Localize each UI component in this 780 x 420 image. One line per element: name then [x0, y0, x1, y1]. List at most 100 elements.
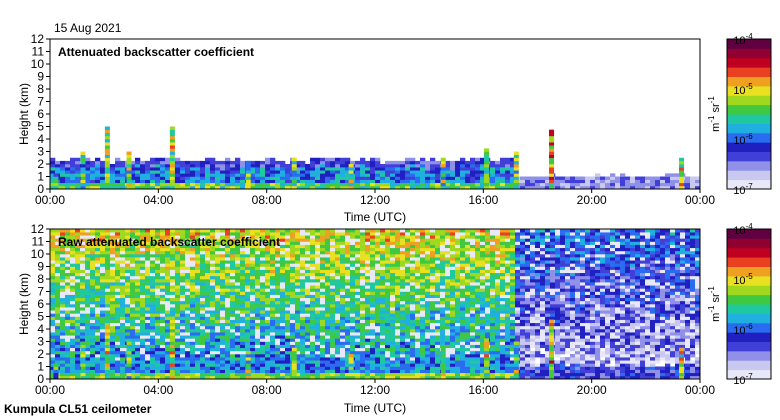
heatmap-cell — [355, 363, 361, 367]
heatmap-cell — [360, 285, 366, 289]
heatmap-cell — [490, 164, 496, 168]
heatmap-cell — [330, 260, 336, 264]
heatmap-cell — [330, 232, 336, 236]
heatmap-cell — [100, 341, 106, 345]
heatmap-cell — [420, 375, 426, 380]
heatmap-cell — [385, 272, 391, 277]
heatmap-cell — [100, 338, 106, 342]
heatmap-cell — [160, 229, 166, 233]
heatmap-cell — [240, 160, 246, 165]
heatmap-cell — [415, 250, 421, 255]
heatmap-cell — [335, 229, 341, 233]
heatmap-cell — [470, 164, 476, 168]
heatmap-cell — [120, 235, 126, 239]
heatmap-cell — [155, 322, 161, 327]
heatmap-cell — [280, 238, 286, 242]
heatmap-cell — [430, 282, 436, 286]
heatmap-cell — [275, 344, 281, 349]
heatmap-cell — [125, 313, 131, 317]
heatmap-cell — [215, 173, 221, 177]
heatmap-cell — [405, 235, 411, 239]
heatmap-cell — [85, 260, 91, 264]
heatmap-cell — [400, 316, 406, 320]
heatmap-cell — [400, 304, 406, 308]
heatmap-cell — [65, 182, 71, 187]
heatmap-cell — [425, 335, 431, 339]
heatmap-cell — [405, 173, 411, 177]
heatmap-cell — [265, 250, 271, 255]
heatmap-cell — [225, 257, 231, 261]
heatmap-cell — [320, 372, 326, 377]
heatmap-cell — [110, 291, 116, 295]
heatmap-cell — [155, 335, 161, 339]
heatmap-cell — [400, 291, 406, 295]
heatmap-cell — [55, 304, 61, 308]
heatmap-cell — [205, 325, 211, 330]
heatmap-cell — [90, 310, 96, 314]
heatmap-cell — [665, 182, 671, 187]
heatmap-cell — [370, 354, 376, 358]
heatmap-cell — [325, 235, 331, 239]
heatmap-cell — [265, 363, 271, 367]
heatmap-cell — [380, 241, 386, 245]
cloud-feature — [126, 173, 132, 177]
heatmap-cell — [355, 176, 361, 180]
heatmap-cell — [165, 297, 171, 302]
heatmap-cell — [130, 244, 136, 249]
heatmap-cell — [270, 238, 276, 242]
cloud-feature — [549, 151, 555, 155]
heatmap-cell — [190, 232, 196, 236]
heatmap-cell — [160, 341, 166, 345]
heatmap-cell — [415, 160, 421, 165]
heatmap-cell — [280, 179, 286, 184]
heatmap-cell — [415, 179, 421, 184]
heatmap-cell — [285, 266, 291, 270]
heatmap-cell — [205, 313, 211, 317]
cloud-feature — [348, 176, 354, 180]
heatmap-cell — [185, 319, 191, 324]
heatmap-cell — [415, 344, 421, 349]
heatmap-cell — [160, 322, 166, 327]
heatmap-cell — [380, 341, 386, 345]
heatmap-cell — [350, 282, 356, 286]
heatmap-cell — [395, 322, 401, 327]
heatmap-cell — [325, 300, 331, 305]
heatmap-cell — [260, 335, 266, 339]
heatmap-cell — [650, 185, 656, 190]
heatmap-cell — [380, 335, 386, 339]
heatmap-cell — [295, 167, 301, 171]
heatmap-cell — [140, 170, 146, 174]
heatmap-cell — [420, 238, 426, 242]
heatmap-cell — [350, 275, 356, 280]
heatmap-cell — [430, 232, 436, 236]
heatmap-cell — [350, 329, 356, 333]
heatmap-cell — [240, 316, 246, 320]
heatmap-cell — [300, 244, 306, 249]
heatmap-cell — [120, 310, 126, 314]
heatmap-cell — [135, 269, 141, 274]
heatmap-cell — [160, 354, 166, 358]
heatmap-cell — [175, 304, 181, 308]
heatmap-cell — [600, 176, 606, 180]
heatmap-cell — [170, 300, 176, 305]
heatmap-cell — [210, 357, 216, 361]
heatmap-cell — [355, 266, 361, 270]
heatmap-cell — [540, 176, 546, 180]
heatmap-cell — [85, 338, 91, 342]
heatmap-cell — [200, 341, 206, 345]
heatmap-cell — [215, 279, 221, 283]
heatmap-cell — [630, 185, 636, 190]
heatmap-cell — [165, 272, 171, 277]
heatmap-cell — [250, 304, 256, 308]
heatmap-cell — [345, 341, 351, 345]
heatmap-cell — [120, 170, 126, 174]
heatmap-cell — [205, 238, 211, 242]
heatmap-cell — [290, 260, 296, 264]
heatmap-cell — [350, 319, 356, 324]
heatmap-cell — [390, 369, 396, 374]
heatmap-cell — [155, 325, 161, 330]
heatmap-cell — [100, 160, 106, 165]
heatmap-cell — [260, 285, 266, 289]
heatmap-cell — [135, 307, 141, 311]
